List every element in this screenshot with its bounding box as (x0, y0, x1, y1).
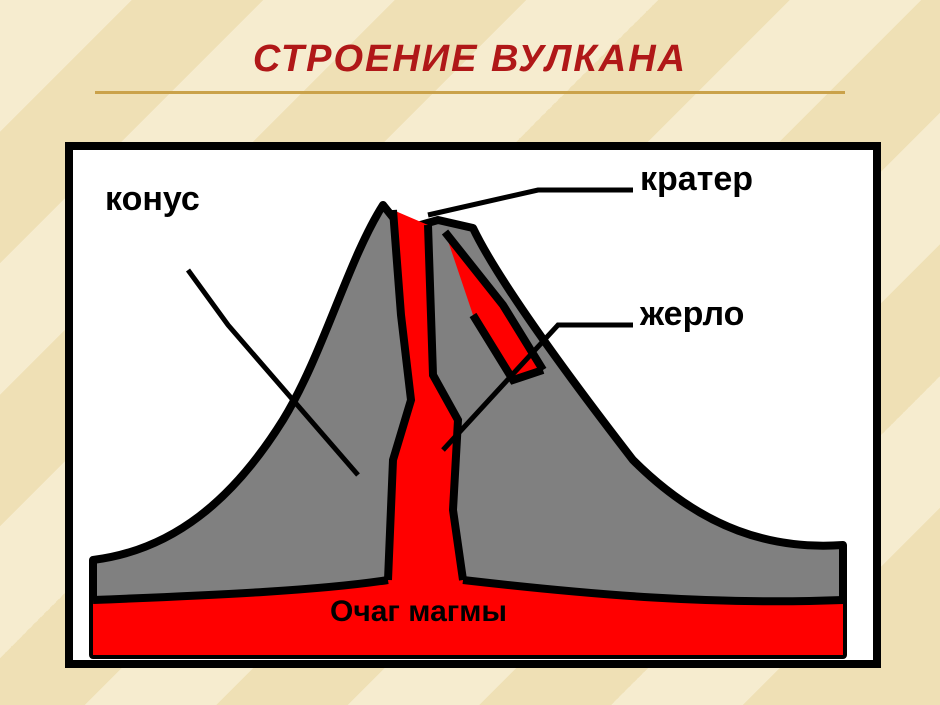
label-zherlo: жерло (640, 295, 744, 334)
title-block: СТРОЕНИЕ ВУЛКАНА (0, 38, 940, 94)
page-title: СТРОЕНИЕ ВУЛКАНА (0, 38, 940, 81)
label-konus: конус (105, 180, 200, 219)
label-krater: кратер (640, 160, 753, 199)
leader-krater (428, 190, 633, 215)
volcano-diagram (73, 150, 873, 660)
label-magma-chamber: Очаг магмы (330, 595, 507, 629)
title-underline (95, 91, 845, 94)
diagram-frame (65, 142, 881, 668)
slide: СТРОЕНИЕ ВУЛКАНА конус кратер жерло Очаг (0, 0, 940, 705)
